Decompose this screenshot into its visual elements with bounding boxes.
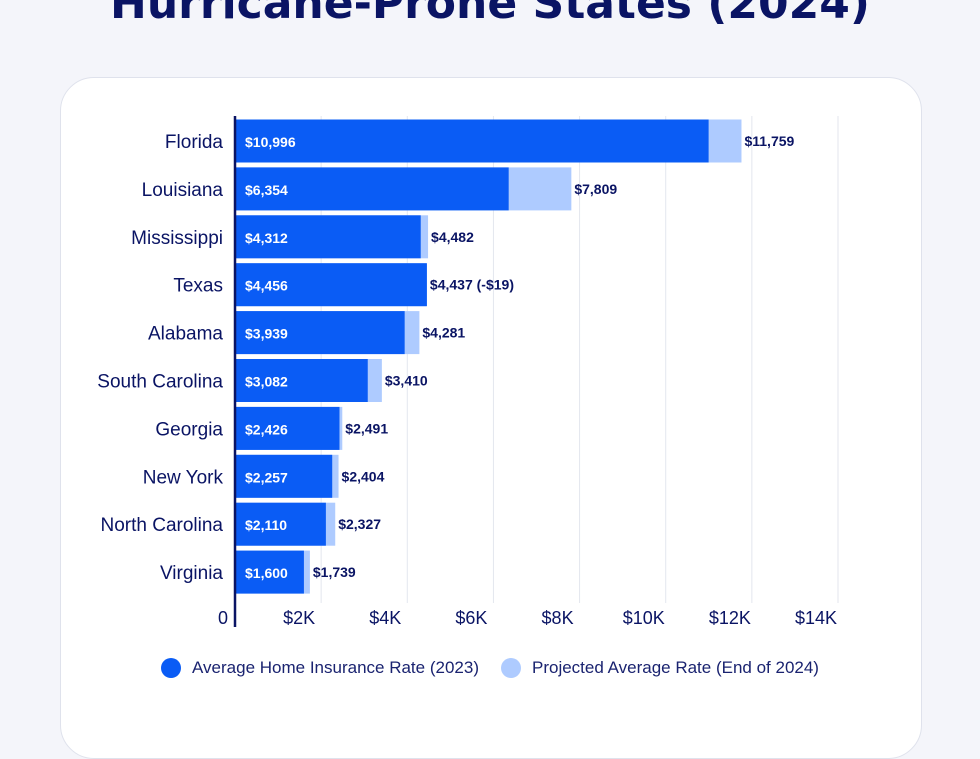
current-bar — [235, 406, 340, 450]
category-label: New York — [143, 467, 224, 488]
x-tick-label: $2K — [283, 608, 315, 628]
legend: Average Home Insurance Rate (2023) Proje… — [0, 658, 980, 678]
x-tick-label: $8K — [542, 608, 574, 628]
projected-value-label: $2,327 — [338, 516, 381, 532]
category-label: Alabama — [148, 324, 223, 345]
current-bar — [235, 550, 304, 594]
current-value-label: $2,426 — [245, 421, 288, 437]
projected-value-label: $4,281 — [422, 325, 465, 341]
projected-value-label: $4,482 — [431, 229, 474, 245]
bar-chart: Florida $10,996 $11,759 Louisiana $6,354 $7,8… — [97, 116, 839, 628]
x-tick-label: $4K — [369, 608, 401, 628]
category-label: Mississippi — [131, 228, 223, 249]
current-value-label: $3,082 — [245, 374, 288, 390]
category-label: North Carolina — [101, 515, 224, 536]
legend-swatch-current — [161, 658, 182, 678]
current-value-label: $10,996 — [245, 134, 296, 150]
category-label: Texas — [173, 276, 223, 297]
page-title: Hurricane-Prone States (2024) — [110, 0, 870, 29]
category-label: South Carolina — [97, 372, 223, 393]
current-value-label: $2,257 — [245, 469, 288, 485]
current-value-label: $1,600 — [245, 565, 288, 581]
current-bar — [235, 167, 509, 211]
legend-swatch-projected — [500, 658, 521, 678]
current-bar — [235, 502, 326, 546]
category-label: Virginia — [160, 563, 223, 584]
current-value-label: $4,312 — [245, 230, 288, 246]
x-tick-label: $6K — [455, 608, 487, 628]
x-tick-label: $14K — [795, 608, 837, 628]
current-bar — [235, 359, 368, 402]
category-label: Florida — [165, 132, 224, 153]
current-bar — [235, 215, 421, 259]
current-value-label: $2,110 — [245, 517, 287, 533]
projected-value-label: $3,410 — [385, 373, 428, 389]
x-tick-label: $10K — [623, 608, 665, 628]
projected-value-label: $2,404 — [342, 468, 385, 484]
category-label: Louisiana — [142, 180, 224, 201]
current-bar — [235, 119, 709, 163]
current-bar — [235, 454, 333, 498]
projected-value-label: $4,437 (-$19) — [430, 277, 514, 293]
current-bar — [235, 263, 427, 307]
x-tick-label: $12K — [709, 608, 751, 628]
legend-item-projected[interactable]: Projected Average Rate (End of 2024) — [500, 658, 819, 678]
projected-value-label: $1,739 — [313, 564, 356, 580]
projected-value-label: $11,759 — [744, 133, 794, 149]
current-value-label: $3,939 — [245, 326, 288, 342]
legend-item-current[interactable]: Average Home Insurance Rate (2023) — [161, 658, 479, 678]
current-bar — [235, 311, 405, 355]
projected-value-label: $7,809 — [574, 181, 617, 197]
projected-value-label: $2,491 — [345, 420, 388, 436]
legend-label-projected: Projected Average Rate (End of 2024) — [531, 658, 819, 677]
category-label: Georgia — [155, 419, 223, 440]
legend-label-current: Average Home Insurance Rate (2023) — [192, 658, 479, 677]
x-tick-label: 0 — [218, 608, 228, 628]
current-value-label: $4,456 — [245, 278, 288, 294]
current-value-label: $6,354 — [245, 182, 288, 198]
